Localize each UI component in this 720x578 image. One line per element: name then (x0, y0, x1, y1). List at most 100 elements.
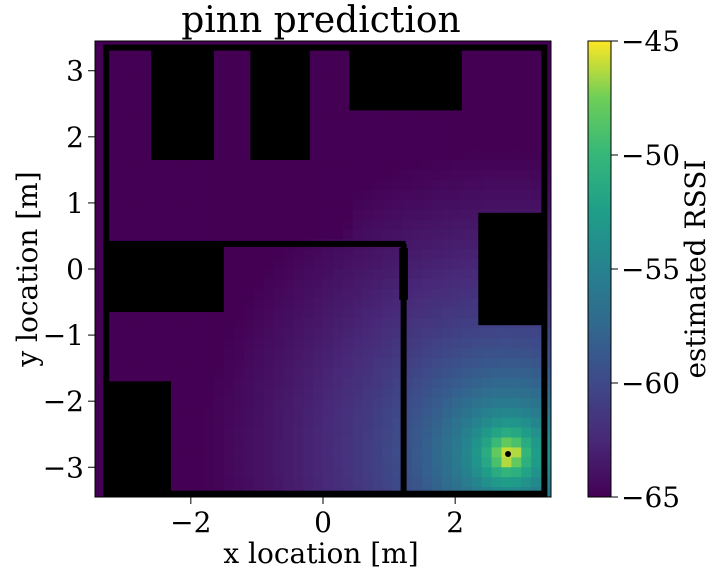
heatmap-cell (332, 338, 344, 349)
heatmap-cell (104, 318, 116, 330)
heatmap-cell (124, 368, 136, 379)
heatmap-cell (422, 189, 433, 201)
heatmap-cell (323, 269, 334, 280)
heatmap-cell (204, 348, 215, 359)
heatmap-cell (402, 417, 413, 429)
heatmap-cell (471, 60, 483, 72)
heatmap-cell (204, 358, 215, 369)
heatmap-cell (511, 150, 522, 161)
heatmap-cell (124, 120, 136, 131)
heatmap-cell (243, 467, 255, 478)
heatmap-cell (213, 437, 225, 449)
heatmap-cell (362, 159, 374, 171)
heatmap-cell (422, 229, 433, 240)
heatmap-cell (313, 189, 324, 201)
heatmap-cell (164, 189, 175, 201)
heatmap-cell (293, 189, 304, 201)
heatmap-cell (194, 328, 205, 339)
heatmap-cell (114, 169, 126, 181)
heatmap-cell (223, 457, 235, 468)
heatmap-cell (243, 348, 255, 359)
heatmap-cell (481, 90, 493, 102)
heatmap-cell (402, 209, 413, 221)
heatmap-cell (382, 368, 393, 379)
heatmap-cell (323, 150, 334, 161)
heatmap-cell (471, 437, 483, 449)
heatmap-cell (332, 110, 344, 121)
heatmap-cell (223, 477, 235, 488)
heatmap-cell (432, 179, 443, 191)
heatmap-cell (104, 130, 116, 141)
heatmap-cell (412, 477, 423, 488)
heatmap-cell (233, 477, 245, 488)
heatmap-cell (253, 209, 265, 221)
heatmap-cell (481, 70, 493, 82)
heatmap-cell (491, 110, 503, 121)
heatmap-cell (412, 150, 423, 161)
heatmap-cell (521, 150, 532, 161)
heatmap-cell (293, 249, 304, 260)
heatmap-cell (352, 150, 364, 161)
heatmap-cell (412, 229, 423, 240)
heatmap-cell (134, 130, 146, 141)
heatmap-cell (273, 407, 284, 419)
heatmap-cell (243, 159, 255, 171)
heatmap-cell (263, 417, 275, 429)
heatmap-cell (303, 338, 314, 349)
heatmap-cell (124, 50, 136, 62)
heatmap-cell (283, 417, 294, 429)
heatmap-cell (352, 407, 364, 419)
heatmap-cell (432, 437, 443, 449)
heatmap-cell (471, 397, 483, 409)
heatmap-cell (451, 338, 463, 349)
heatmap-cell (461, 278, 473, 290)
heatmap-cell (412, 239, 423, 250)
heatmap-cell (432, 308, 443, 320)
heatmap-cell (481, 417, 493, 429)
heatmap-cell (313, 50, 324, 62)
heatmap-cell (471, 269, 483, 280)
heatmap-cell (283, 278, 294, 290)
heatmap-cell (481, 120, 493, 131)
heatmap-cell (303, 348, 314, 359)
heatmap-cell (144, 179, 156, 191)
heatmap-cell (194, 189, 205, 201)
heatmap-cell (441, 150, 453, 161)
heatmap-cell (422, 209, 433, 221)
heatmap-cell (531, 130, 542, 141)
heatmap-cell (243, 378, 255, 389)
heatmap-cell (293, 308, 304, 320)
heatmap-cell (511, 189, 522, 201)
heatmap-cell (342, 397, 354, 409)
heatmap-cell (124, 189, 136, 201)
heatmap-cell (451, 437, 463, 449)
heatmap-cell (243, 169, 255, 181)
heatmap-cell (511, 378, 522, 389)
heatmap-cell (451, 259, 463, 270)
heatmap-cell (511, 50, 522, 62)
heatmap-cell (243, 259, 255, 270)
heatmap-cell (233, 249, 245, 260)
heatmap-cell (511, 338, 522, 349)
heatmap-cell (521, 100, 532, 111)
heatmap-cell (382, 288, 393, 300)
heatmap-cell (521, 467, 532, 478)
heatmap-cell (491, 159, 503, 171)
heatmap-cell (501, 477, 512, 488)
heatmap-cell (223, 50, 235, 62)
heatmap-cell (233, 209, 245, 221)
heatmap-cell (174, 308, 185, 320)
heatmap-cell (263, 358, 275, 369)
heatmap-cell (461, 50, 473, 62)
heatmap-cell (461, 179, 473, 191)
heatmap-cell (501, 338, 512, 349)
heatmap-cell (531, 110, 542, 121)
heatmap-cell (323, 130, 334, 141)
heatmap-cell (491, 348, 503, 359)
heatmap-cell (441, 447, 453, 458)
heatmap-cell (303, 169, 314, 181)
heatmap-cell (501, 387, 512, 399)
heatmap-cell (501, 130, 512, 141)
heatmap-cell (412, 348, 423, 359)
heatmap-cell (392, 219, 403, 230)
